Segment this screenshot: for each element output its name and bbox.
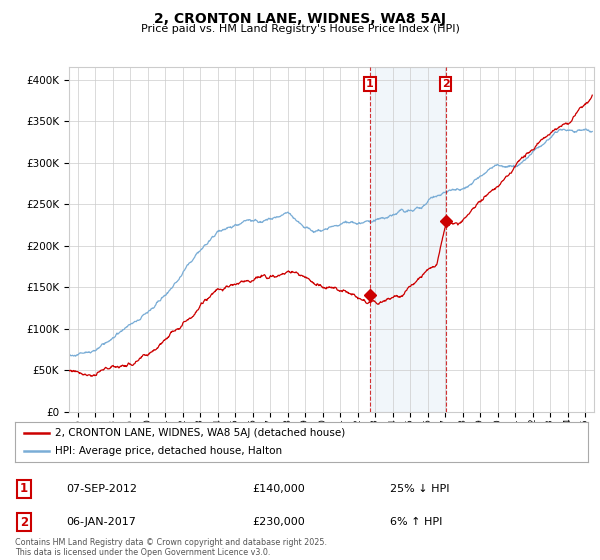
Text: 25% ↓ HPI: 25% ↓ HPI (390, 484, 449, 493)
Text: £230,000: £230,000 (252, 517, 305, 527)
Text: 07-SEP-2012: 07-SEP-2012 (66, 484, 137, 493)
Text: £140,000: £140,000 (252, 484, 305, 493)
Text: 2: 2 (442, 79, 449, 89)
Text: 2: 2 (20, 516, 28, 529)
Text: 6% ↑ HPI: 6% ↑ HPI (390, 517, 442, 527)
Text: 2, CRONTON LANE, WIDNES, WA8 5AJ (detached house): 2, CRONTON LANE, WIDNES, WA8 5AJ (detach… (55, 428, 346, 437)
Text: 06-JAN-2017: 06-JAN-2017 (66, 517, 136, 527)
Text: HPI: Average price, detached house, Halton: HPI: Average price, detached house, Halt… (55, 446, 282, 456)
Bar (370, 67, 446, 412)
Text: 1: 1 (20, 482, 28, 495)
Text: Contains HM Land Registry data © Crown copyright and database right 2025.
This d: Contains HM Land Registry data © Crown c… (15, 538, 327, 557)
Text: Price paid vs. HM Land Registry's House Price Index (HPI): Price paid vs. HM Land Registry's House … (140, 24, 460, 34)
Text: 2, CRONTON LANE, WIDNES, WA8 5AJ: 2, CRONTON LANE, WIDNES, WA8 5AJ (154, 12, 446, 26)
Text: 1: 1 (366, 79, 374, 89)
